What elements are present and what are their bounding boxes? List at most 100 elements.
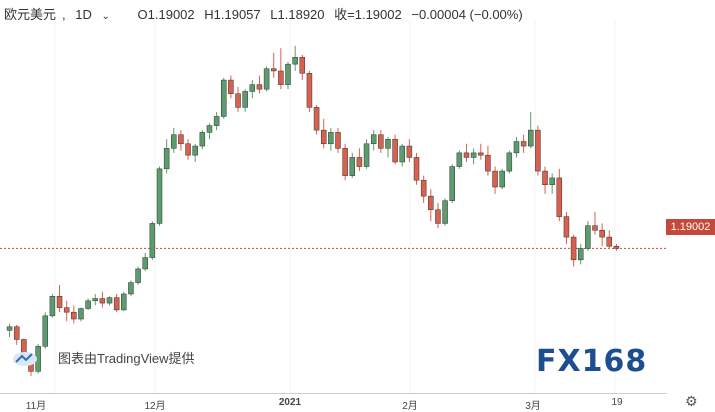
candle[interactable] xyxy=(542,166,548,194)
candle[interactable] xyxy=(599,223,605,247)
candle[interactable] xyxy=(135,266,141,285)
candle[interactable] xyxy=(499,168,505,190)
candle[interactable] xyxy=(413,152,420,185)
candle[interactable] xyxy=(442,198,448,226)
candle[interactable] xyxy=(570,234,577,267)
candle[interactable] xyxy=(513,136,520,158)
candle[interactable] xyxy=(171,127,177,153)
candle[interactable] xyxy=(306,70,313,112)
candle[interactable] xyxy=(149,221,156,260)
candle[interactable] xyxy=(163,139,170,174)
candle[interactable] xyxy=(121,291,127,312)
candle[interactable] xyxy=(370,130,377,151)
candle-body xyxy=(363,143,370,167)
candle-body xyxy=(92,298,98,302)
candle[interactable] xyxy=(156,166,163,226)
candle-body xyxy=(478,152,484,156)
candle[interactable] xyxy=(278,48,284,90)
candle[interactable] xyxy=(178,130,184,151)
candle[interactable] xyxy=(63,300,70,322)
candle[interactable] xyxy=(406,139,413,162)
candle[interactable] xyxy=(242,89,248,112)
candle[interactable] xyxy=(13,324,20,345)
candle[interactable] xyxy=(378,130,384,153)
candle[interactable] xyxy=(320,118,327,149)
candle[interactable] xyxy=(56,284,63,313)
x-tick-label: 2021 xyxy=(278,397,302,408)
candle[interactable] xyxy=(199,130,206,150)
candle[interactable] xyxy=(106,296,113,306)
candle[interactable] xyxy=(192,143,198,162)
candle[interactable] xyxy=(528,111,534,149)
candle[interactable] xyxy=(142,253,148,272)
candle[interactable] xyxy=(85,298,91,310)
candle[interactable] xyxy=(270,52,277,78)
candle[interactable] xyxy=(463,143,470,162)
gear-icon[interactable]: ⚙ xyxy=(685,393,698,409)
candle[interactable] xyxy=(78,307,84,322)
candle[interactable] xyxy=(313,105,320,135)
candle[interactable] xyxy=(285,61,291,90)
candle[interactable] xyxy=(485,146,491,176)
candle[interactable] xyxy=(506,150,513,174)
candle[interactable] xyxy=(356,148,363,172)
candle[interactable] xyxy=(606,230,613,249)
candle[interactable] xyxy=(470,148,477,165)
candle[interactable] xyxy=(585,221,591,251)
candle[interactable] xyxy=(577,243,584,265)
candle[interactable] xyxy=(235,86,241,112)
chevron-down-icon[interactable]: ⌄ xyxy=(101,11,110,22)
candle[interactable] xyxy=(185,139,191,160)
candle[interactable] xyxy=(428,189,434,222)
candle[interactable] xyxy=(556,168,563,222)
candle[interactable] xyxy=(492,166,498,194)
candle[interactable] xyxy=(478,143,484,160)
candle[interactable] xyxy=(592,212,598,235)
candle[interactable] xyxy=(549,173,555,194)
candle[interactable] xyxy=(228,75,234,99)
candle[interactable] xyxy=(328,127,334,151)
chart-header: 欧元美元, 1D ⌄ O1.19002 H1.19057 L1.18920 收=… xyxy=(4,7,523,22)
candle-body xyxy=(420,179,427,197)
candle-body xyxy=(528,129,534,147)
candle[interactable] xyxy=(535,125,541,176)
candle[interactable] xyxy=(113,293,120,313)
candle[interactable] xyxy=(206,123,213,140)
candle-body xyxy=(399,145,405,163)
candle[interactable] xyxy=(363,139,370,169)
candle[interactable] xyxy=(342,143,348,181)
candle[interactable] xyxy=(449,164,455,203)
candle[interactable] xyxy=(249,80,256,99)
candle[interactable] xyxy=(42,312,49,349)
candle[interactable] xyxy=(520,134,527,153)
symbol-label[interactable]: 欧元美元 xyxy=(4,7,57,22)
candle[interactable] xyxy=(349,152,356,178)
candle-body xyxy=(606,236,613,247)
candle[interactable] xyxy=(456,150,463,169)
tradingview-text: 图表由TradingView提供 xyxy=(58,351,195,366)
candle[interactable] xyxy=(49,293,56,318)
candle[interactable] xyxy=(385,136,391,158)
candle[interactable] xyxy=(92,293,98,306)
candle[interactable] xyxy=(71,305,77,324)
candle[interactable] xyxy=(263,66,270,92)
candle[interactable] xyxy=(213,111,220,131)
candle[interactable] xyxy=(299,55,306,81)
candle-body xyxy=(206,125,213,133)
candle-body xyxy=(13,326,20,340)
candle[interactable] xyxy=(99,291,106,308)
candle[interactable] xyxy=(335,127,341,153)
candle[interactable] xyxy=(128,280,134,297)
candle[interactable] xyxy=(256,75,263,94)
candle[interactable] xyxy=(221,77,227,119)
candle[interactable] xyxy=(399,143,405,167)
candle[interactable] xyxy=(563,212,570,244)
interval-label[interactable]: 1D xyxy=(75,7,92,22)
candle[interactable] xyxy=(613,243,620,251)
candle[interactable] xyxy=(6,323,13,338)
candle[interactable] xyxy=(292,45,298,71)
candle[interactable] xyxy=(435,202,441,228)
candle[interactable] xyxy=(392,134,398,165)
candle[interactable] xyxy=(420,175,427,203)
